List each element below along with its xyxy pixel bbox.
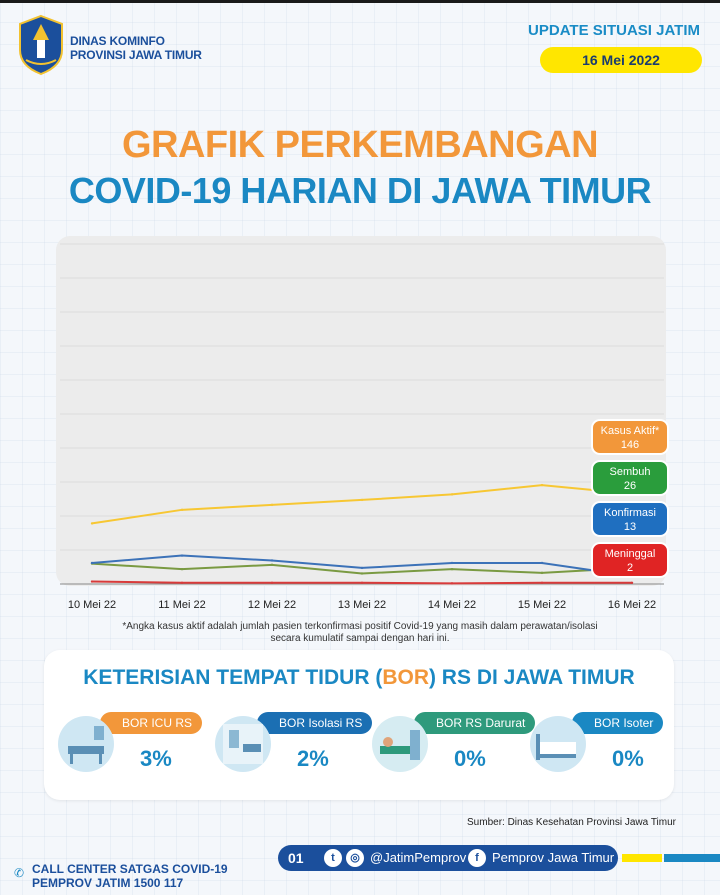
- chart-panel: [56, 236, 666, 586]
- data-point: [540, 571, 544, 575]
- bor-panel: KETERISIAN TEMPAT TIDUR (BOR) RS DI JAWA…: [44, 650, 674, 800]
- stripe-blue: [664, 854, 720, 862]
- data-point: [360, 498, 364, 502]
- bor-title: KETERISIAN TEMPAT TIDUR (BOR) RS DI JAWA…: [44, 666, 674, 690]
- source-note: Sumber: Dinas Kesehatan Provinsi Jawa Ti…: [467, 817, 676, 828]
- bor-card-icu: BOR ICU RS 3%: [52, 710, 203, 780]
- bor-darurat-label: BOR RS Darurat: [414, 712, 536, 734]
- data-point: [270, 563, 274, 567]
- data-point: [270, 581, 274, 584]
- org-line-1: DINAS KOMINFO: [70, 34, 165, 48]
- social-pill: 01 t ◎ @JatimPemprov f Pemprov Jawa Timu…: [278, 845, 618, 871]
- data-point: [450, 567, 454, 571]
- stripe-yellow: [622, 854, 662, 862]
- bor-icu-value: 3%: [140, 746, 172, 771]
- legend-label: Kasus Aktif*: [601, 425, 660, 437]
- chart-footnote: *Angka kasus aktif adalah jumlah pasien …: [0, 621, 720, 645]
- bor-title-highlight: BOR: [382, 666, 429, 689]
- data-point: [360, 572, 364, 575]
- icu-bed-icon: [58, 716, 114, 772]
- data-point: [180, 567, 184, 571]
- data-point: [540, 483, 544, 487]
- instagram-handle[interactable]: @JatimPemprov: [370, 850, 467, 865]
- update-label: UPDATE SITUASI JATIM: [528, 22, 700, 39]
- footnote-line-1: *Angka kasus aktif adalah jumlah pasien …: [122, 621, 598, 632]
- facebook-handle[interactable]: Pemprov Jawa Timur: [492, 850, 615, 865]
- x-tick-label: 12 Mei 22: [248, 599, 296, 611]
- x-tick-label: 16 Mei 22: [608, 599, 656, 611]
- legend-badge: [591, 419, 669, 455]
- legend-value: 13: [624, 521, 636, 533]
- legend-label: Sembuh: [610, 466, 651, 478]
- bor-card-isolasi: BOR Isolasi RS 2%: [209, 710, 373, 780]
- bor-title-pre: KETERISIAN TEMPAT TIDUR (: [83, 666, 383, 689]
- bor-icu-label: BOR ICU RS: [100, 712, 203, 734]
- bor-darurat-value: 0%: [454, 746, 486, 771]
- x-tick-label: 10 Mei 22: [68, 599, 116, 611]
- top-border: [0, 0, 720, 3]
- twitter-icon[interactable]: t: [324, 849, 342, 867]
- page-title-line-1: GRAFIK PERKEMBANGAN: [121, 124, 599, 166]
- data-point: [540, 561, 544, 565]
- page-title-line-2: COVID-19 HARIAN DI JAWA TIMUR: [68, 170, 652, 211]
- bor-isoter-label: BOR Isoter: [572, 712, 664, 734]
- data-point: [180, 581, 184, 584]
- data-point: [450, 493, 454, 496]
- x-tick-label: 15 Mei 22: [518, 599, 566, 611]
- legend-label: Meninggal: [605, 548, 656, 560]
- bor-card-isoter: BOR Isoter 0%: [524, 710, 664, 780]
- data-point: [450, 561, 454, 565]
- data-point: [630, 581, 634, 584]
- bor-isolasi-label: BOR Isolasi RS: [257, 712, 373, 734]
- footnote-line-2: secara kumulatif sampai dengan hari ini.: [270, 633, 450, 644]
- call-center-line-2: PEMPROV JATIM 1500 117: [32, 876, 184, 890]
- isoter-bed-icon: [530, 716, 586, 772]
- x-tick-label: 13 Mei 22: [338, 599, 386, 611]
- legend-value: 2: [627, 562, 633, 574]
- x-tick-label: 14 Mei 22: [428, 599, 476, 611]
- instagram-icon[interactable]: ◎: [346, 849, 364, 867]
- isolation-room-icon: [215, 716, 271, 772]
- data-point: [180, 554, 184, 557]
- data-point: [90, 580, 94, 583]
- data-point: [270, 559, 274, 562]
- legend-badge: [591, 542, 669, 578]
- facebook-icon[interactable]: f: [468, 849, 486, 867]
- legend-value: 26: [624, 480, 636, 492]
- legend-label: Konfirmasi: [604, 507, 656, 519]
- bor-isoter-value: 0%: [612, 746, 644, 771]
- emergency-ward-icon: [372, 716, 428, 772]
- org-name: DINAS KOMINFO PROVINSI JAWA TIMUR: [70, 34, 202, 62]
- legend-value: 146: [621, 439, 639, 451]
- page-number: 01: [288, 850, 304, 866]
- data-point: [450, 582, 454, 585]
- bor-card-darurat: BOR RS Darurat 0%: [366, 710, 536, 780]
- call-center-line-1: CALL CENTER SATGAS COVID-19: [32, 862, 228, 876]
- data-point: [180, 508, 184, 512]
- data-point: [360, 566, 364, 570]
- line-chart: 10 Mei 22 11 Mei 22 12 Mei 22 13 Mei 22 14 M…: [60, 243, 669, 611]
- bor-title-post: ) RS DI JAWA TIMUR: [428, 666, 635, 689]
- phone-icon: ✆: [14, 866, 25, 880]
- org-line-2: PROVINSI JAWA TIMUR: [70, 48, 202, 62]
- jatim-logo: [19, 14, 63, 76]
- data-point: [90, 561, 94, 565]
- call-center: CALL CENTER SATGAS COVID-19 PEMPROV JATI…: [32, 862, 228, 890]
- legend-badge: [591, 460, 669, 496]
- data-point: [90, 522, 94, 525]
- data-point: [360, 581, 364, 584]
- data-point: [270, 503, 274, 507]
- date-badge: 16 Mei 2022: [540, 47, 702, 73]
- legend-badge: [591, 501, 669, 537]
- x-tick-label: 11 Mei 22: [158, 599, 206, 611]
- bor-isolasi-value: 2%: [297, 746, 329, 771]
- data-point: [540, 581, 544, 584]
- social-bar: 01 t ◎ @JatimPemprov f Pemprov Jawa Timu…: [278, 845, 720, 871]
- series-line-kasus-aktif: [91, 484, 633, 525]
